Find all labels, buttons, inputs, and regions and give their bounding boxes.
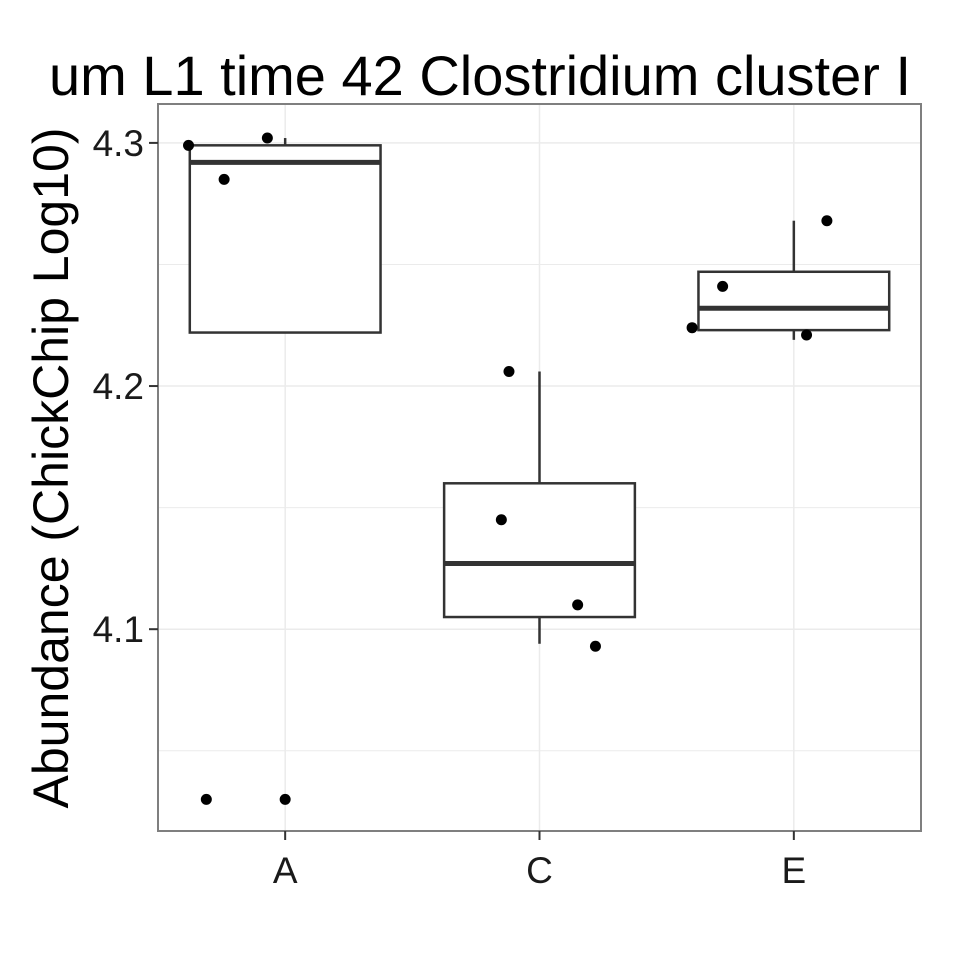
box-A <box>188 138 382 334</box>
box-iqr <box>442 482 637 619</box>
data-point-A <box>261 132 273 144</box>
data-point-A <box>183 139 195 151</box>
data-point-C <box>589 640 601 652</box>
data-point-C <box>572 599 584 611</box>
data-point-E <box>801 329 813 341</box>
data-point-E <box>821 215 833 227</box>
data-points <box>183 132 833 805</box>
data-point-A <box>279 793 291 805</box>
y-axis-label: Abundance (ChickChip Log10) <box>23 128 79 809</box>
box-iqr <box>188 144 382 334</box>
y-tick-label: 4.1 <box>93 609 144 650</box>
data-point-C <box>503 365 515 377</box>
x-tick-label: A <box>273 850 298 891</box>
box-E <box>697 220 891 340</box>
data-point-E <box>717 280 729 292</box>
chart-title: um L1 time 42 Clostridium cluster I <box>49 44 911 107</box>
data-point-E <box>686 322 698 334</box>
axes: 4.1 4.2 4.3 A C E <box>93 123 807 891</box>
y-tick-label: 4.3 <box>93 123 144 164</box>
data-point-C <box>495 514 507 526</box>
data-point-A <box>218 173 230 185</box>
y-tick-label: 4.2 <box>93 366 144 407</box>
box-C <box>442 371 637 644</box>
data-point-A <box>200 793 212 805</box>
x-tick-label: C <box>526 850 553 891</box>
x-tick-label: E <box>781 850 806 891</box>
box-iqr <box>697 270 891 332</box>
